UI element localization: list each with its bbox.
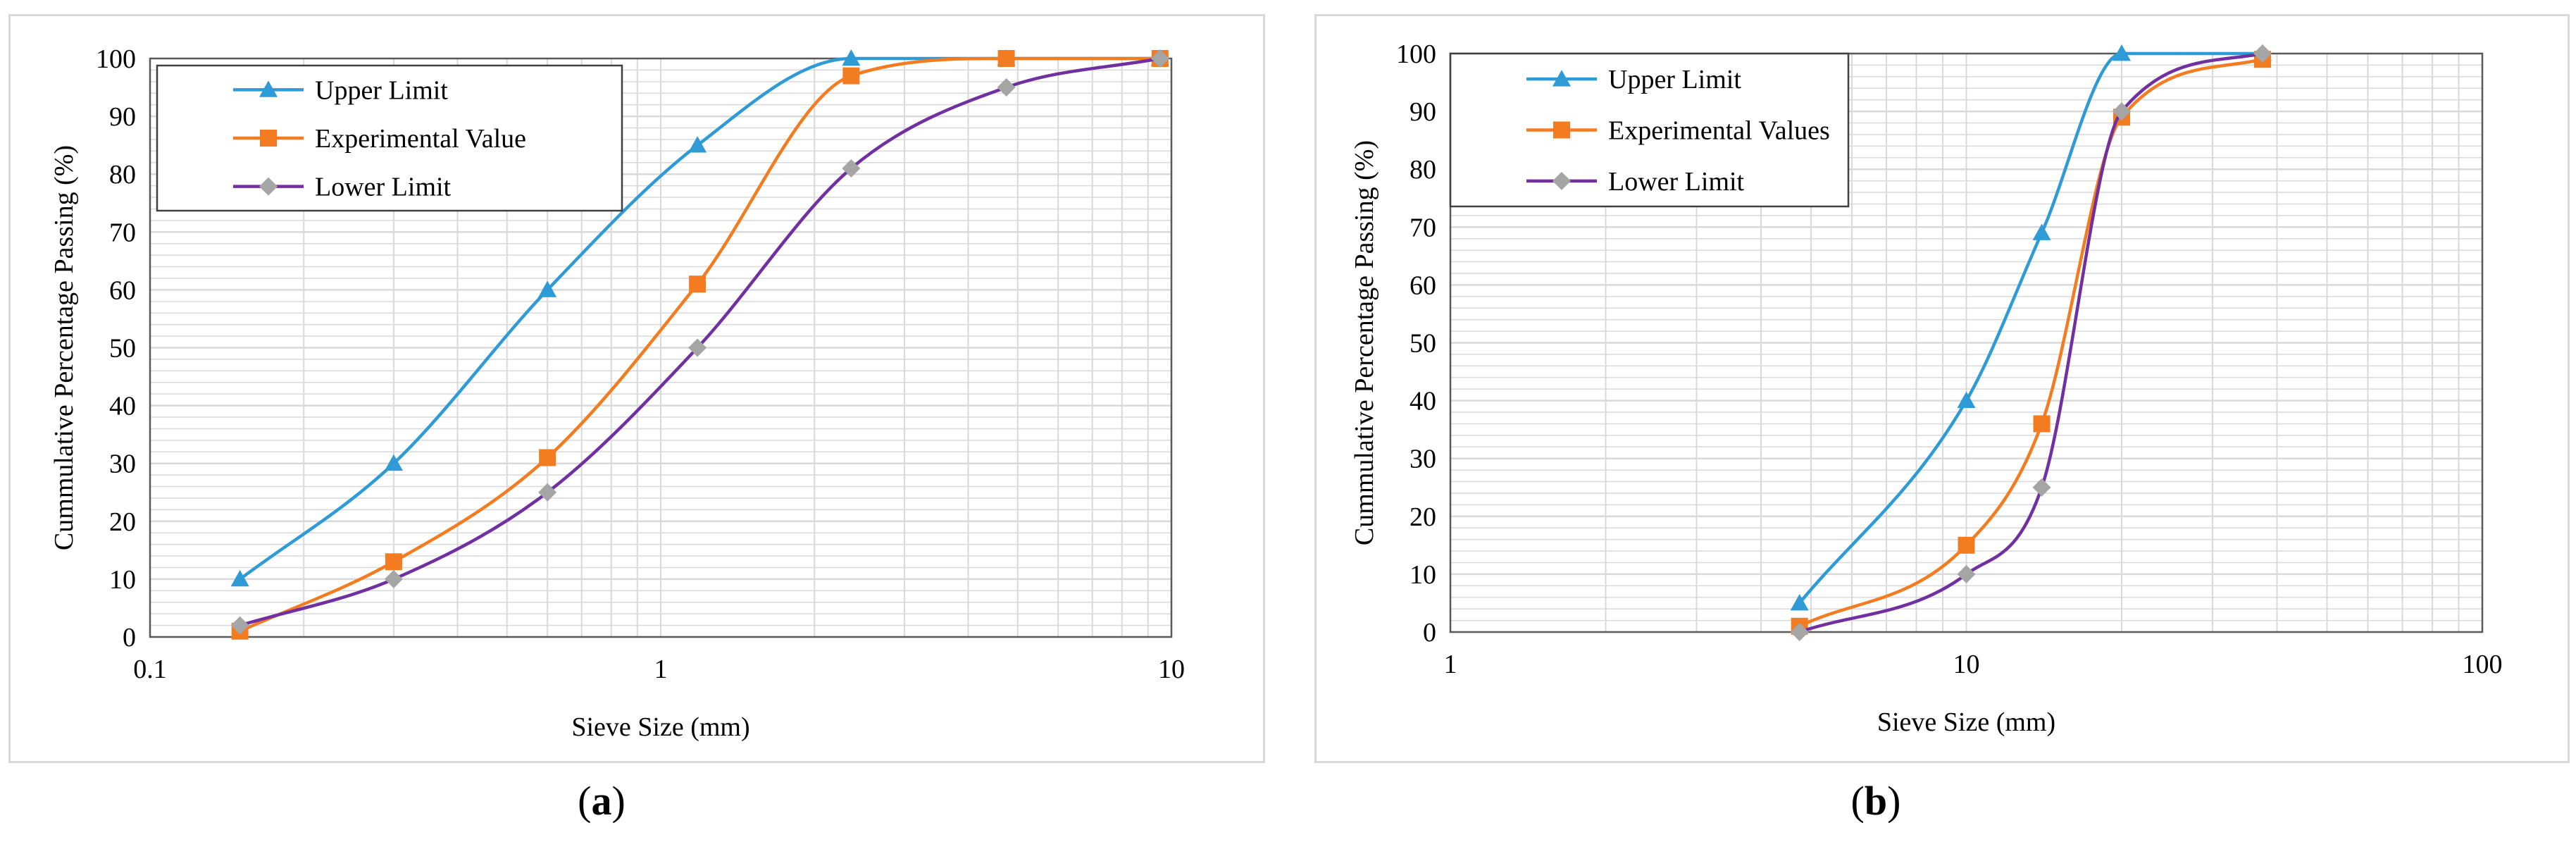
caption-a-letter: a	[591, 778, 612, 824]
chart-b-data-point	[1790, 623, 1809, 641]
chart-b-data-point	[1958, 536, 1975, 554]
chart-b-legend-label: Experimental Values	[1608, 116, 1830, 146]
chart-b-legend-label: Upper Limit	[1608, 65, 1741, 94]
chart-b-y-tick-label: 40	[1410, 387, 1436, 416]
chart-b-legend-label: Lower Limit	[1608, 167, 1745, 197]
chart-a-y-tick-label: 100	[96, 44, 136, 74]
chart-b-legend-box	[1449, 52, 1850, 208]
chart-a-data-point	[539, 449, 556, 466]
chart-a-x-tick-label: 10	[1158, 655, 1185, 684]
caption-b-letter: b	[1864, 778, 1888, 824]
chart-b-x-tick-label: 1	[1444, 650, 1457, 679]
chart-a-x-tick-label: 0.1	[133, 655, 167, 684]
caption-b: (b)	[1850, 778, 1901, 824]
chart-a-legend-marker	[259, 177, 278, 196]
chart-a-x-tick-label: 1	[654, 655, 668, 684]
chart-panel-b: 0 10 20 30 40 50 60 70 80 90 100 1 10 100 Sieve Size (…	[1314, 14, 2570, 763]
chart-b-data-point	[1957, 564, 1976, 583]
chart-a-legend-label: Lower Limit	[315, 173, 452, 202]
chart-a-data-point	[538, 280, 557, 297]
chart-a-y-tick-label: 0	[123, 623, 136, 652]
chart-a-y-tick-label: 80	[109, 160, 136, 190]
chart-b-data-point	[2113, 102, 2132, 121]
chart-b-y-tick-label: 0	[1423, 618, 1436, 648]
chart-a-y-tick-label: 10	[109, 565, 136, 595]
chart-b-y-tick-label: 60	[1410, 271, 1436, 300]
chart-b-y-tick-label: 90	[1410, 97, 1436, 127]
chart-a-y-axis-label: Cummulative Percentage Passing (%)	[49, 145, 79, 550]
chart-a-data-point	[842, 159, 861, 178]
chart-a-data-point	[385, 553, 402, 571]
chart-b-y-tick-label: 70	[1410, 213, 1436, 242]
chart-b-y-tick-label: 100	[1396, 39, 1436, 69]
chart-b-y-tick-label: 10	[1410, 560, 1436, 590]
chart-a-series-2	[230, 49, 1169, 635]
chart-a-legend: Upper Limit Experimental Value Lower Limit	[156, 64, 623, 212]
chart-a-data-point	[689, 275, 707, 293]
chart-a-plot-area	[149, 57, 1173, 638]
chart-b-series-line	[1798, 58, 2263, 628]
chart-a-legend-label: Upper Limit	[315, 75, 448, 105]
chart-b-legend-marker	[1553, 121, 1570, 139]
chart-a-x-axis-label: Sieve Size (mm)	[571, 712, 749, 742]
chart-b-y-tick-label: 30	[1410, 445, 1436, 474]
chart-b-x-tick-label: 100	[2463, 650, 2503, 679]
chart-a-data-point	[997, 50, 1015, 67]
chart-a-y-tick-label: 30	[109, 450, 136, 479]
chart-a-data-point	[688, 338, 707, 357]
chart-b-legend: Upper Limit Experimental Values Lower Limi…	[1449, 52, 1850, 208]
chart-b-data-point	[1957, 391, 1976, 408]
chart-b-y-tick-label: 80	[1410, 155, 1436, 185]
chart-b-data-point	[2032, 223, 2051, 240]
chart-b-series-line	[1798, 51, 2263, 605]
chart-a-y-tick-label: 60	[109, 275, 136, 305]
chart-a-data-point	[997, 78, 1016, 97]
caption-a: (a)	[578, 778, 626, 824]
chart-b-plot-area	[1449, 52, 2484, 633]
chart-a-svg: 0 10 20 30 40 50 60 70 80 90 100 0.1 1 10 Sieve Size (…	[49, 44, 1185, 742]
chart-b-data-point	[2033, 415, 2051, 433]
chart-a-data-point	[230, 569, 249, 587]
chart-a-data-point	[842, 67, 860, 85]
chart-b-data-point	[1790, 593, 1809, 611]
chart-a-legend-marker	[260, 130, 277, 147]
chart-a-data-point	[842, 49, 861, 66]
chart-b-y-tick-label: 50	[1410, 329, 1436, 359]
chart-a-data-point	[538, 483, 557, 502]
chart-a-y-tick-label: 70	[109, 218, 136, 247]
chart-b-legend-marker	[1553, 171, 1571, 190]
chart-panel-a: 0 10 20 30 40 50 60 70 80 90 100 0.1 1 10 Sieve Size (…	[8, 14, 1265, 763]
chart-a-y-tick-label: 40	[109, 392, 136, 421]
chart-a-legend-marker	[259, 80, 278, 97]
chart-b-series-line	[1798, 51, 2263, 632]
chart-b-series-2	[1790, 44, 2272, 641]
chart-b-series-0	[1790, 44, 2272, 611]
chart-b-y-tick-label: 20	[1410, 502, 1436, 532]
chart-b-y-axis-label: Cummulative Percentage Passing (%)	[1350, 140, 1379, 545]
chart-b-x-axis-label: Sieve Size (mm)	[1877, 707, 2055, 737]
chart-b-legend-marker	[1553, 70, 1571, 87]
chart-b-x-tick-label: 10	[1953, 650, 1980, 679]
chart-a-data-point	[384, 454, 403, 471]
chart-b-data-point	[2253, 44, 2272, 63]
chart-b-data-point	[2032, 478, 2051, 497]
chart-a-data-point	[384, 569, 403, 588]
chart-b-data-point	[2113, 44, 2132, 61]
chart-a-legend-label: Experimental Value	[315, 124, 526, 154]
chart-a-data-point	[1150, 49, 1169, 68]
chart-a-y-tick-label: 20	[109, 507, 136, 537]
chart-a-data-point	[688, 136, 707, 153]
chart-a-y-tick-label: 90	[109, 102, 136, 132]
chart-a-data-point	[230, 616, 249, 635]
chart-a-y-tick-label: 50	[109, 334, 136, 364]
